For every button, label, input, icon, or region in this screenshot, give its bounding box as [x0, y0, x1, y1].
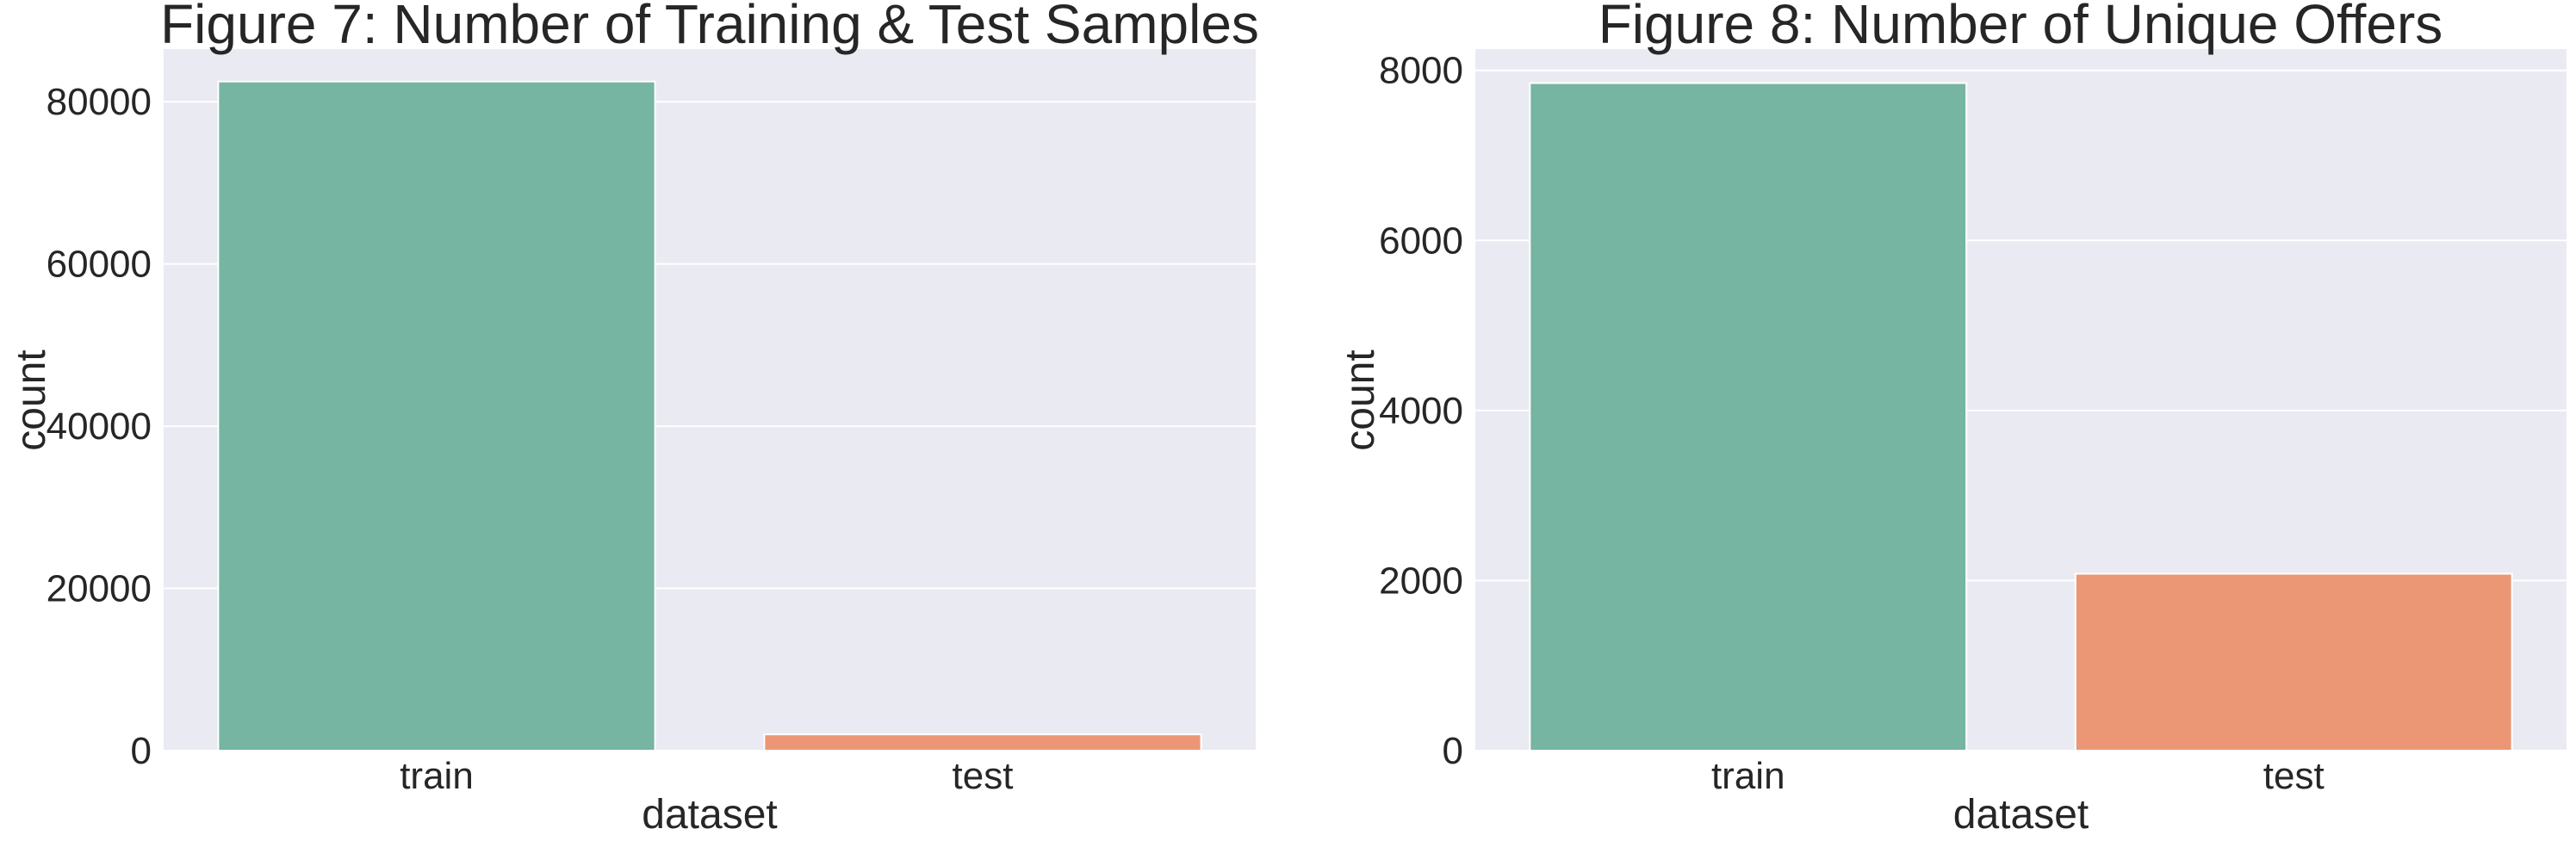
x-tick-label: test [2263, 755, 2325, 797]
x-tick-label: test [953, 755, 1014, 797]
y-tick-label: 2000 [1379, 560, 1463, 602]
x-tick-label: train [1711, 755, 1785, 797]
y-tick-label: 0 [1443, 730, 1463, 772]
bar-train [217, 80, 656, 751]
chart-title: Figure 7: Number of Training & Test Samp… [160, 0, 1259, 55]
chart-title: Figure 8: Number of Unique Offers [1598, 0, 2443, 55]
y-tick-label: 4000 [1379, 390, 1463, 432]
y-tick-label: 0 [131, 730, 152, 772]
y-tick-label: 40000 [47, 405, 152, 448]
y-tick-label: 8000 [1379, 50, 1463, 92]
y-tick-label: 6000 [1379, 220, 1463, 262]
x-axis-label: dataset [642, 792, 777, 838]
x-axis-label: dataset [1953, 792, 2089, 838]
y-tick-label: 80000 [47, 81, 152, 123]
y-axis-label: count [9, 349, 54, 450]
y-tick-label: 60000 [47, 244, 152, 286]
y-tick-label: 20000 [47, 568, 152, 610]
bar-test [763, 733, 1202, 751]
bar-test [2074, 572, 2513, 752]
bar-train [1529, 82, 1968, 752]
y-axis-label: count [1338, 349, 1383, 450]
x-tick-label: train [400, 755, 474, 797]
